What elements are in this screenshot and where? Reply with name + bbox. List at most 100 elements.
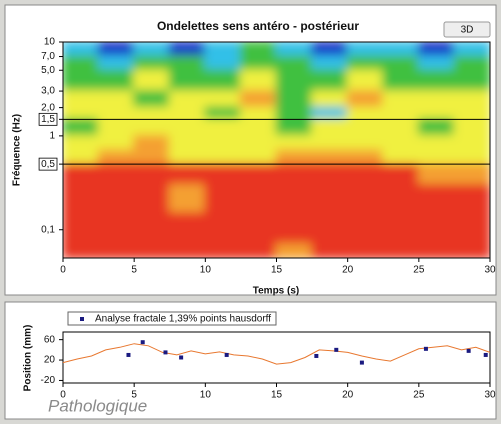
heat-cell xyxy=(311,90,349,109)
heat-cell xyxy=(382,42,420,58)
heat-cell xyxy=(453,118,490,137)
heat-cell xyxy=(417,42,456,58)
heat-cell xyxy=(382,55,420,72)
heat-cell xyxy=(63,42,100,58)
heat-cell xyxy=(346,163,385,186)
heat-cell xyxy=(346,42,385,58)
heat-cell xyxy=(204,163,242,186)
heat-cell xyxy=(133,42,171,58)
heat-cell xyxy=(453,243,490,258)
heat-cell xyxy=(239,55,278,72)
heat-cell xyxy=(133,212,171,246)
heat-cell xyxy=(453,55,490,72)
heat-cell xyxy=(204,69,242,93)
heat-cell xyxy=(275,243,314,258)
button-3d[interactable] xyxy=(443,21,491,38)
heat-cell xyxy=(168,55,207,72)
heat-cell xyxy=(346,212,385,246)
heat-cell xyxy=(453,106,490,121)
heat-cell xyxy=(382,163,420,186)
heat-cell xyxy=(97,149,136,166)
fractal-point xyxy=(140,340,145,345)
heat-cell xyxy=(382,90,420,109)
heat-cell xyxy=(63,134,100,152)
y-tick-label: 60 xyxy=(44,334,56,345)
heat-cell xyxy=(346,106,385,121)
heat-cell xyxy=(239,163,278,186)
legend-label: Analyse fractale 1,39% points hausdorff xyxy=(95,314,271,325)
chart-title: Ondelettes sens antéro - postérieur xyxy=(157,19,359,33)
heat-cell xyxy=(311,183,349,215)
heat-cell xyxy=(346,55,385,72)
heat-cell xyxy=(97,134,136,152)
heat-cell xyxy=(168,118,207,137)
heat-cell xyxy=(275,134,314,152)
heat-cell xyxy=(311,149,349,166)
heat-cell xyxy=(382,134,420,152)
heat-cell xyxy=(97,69,136,93)
y-tick-label: 5,0 xyxy=(41,65,55,76)
x-tick-label: 20 xyxy=(342,265,354,276)
x-tick-label: 10 xyxy=(200,265,212,276)
heat-cell xyxy=(453,212,490,246)
heat-cell xyxy=(133,183,171,215)
heat-cell xyxy=(63,55,100,72)
heat-cell xyxy=(168,212,207,246)
x-tick-label: 25 xyxy=(413,390,425,401)
heat-cell xyxy=(239,149,278,166)
heat-cell xyxy=(346,134,385,152)
heat-cell xyxy=(97,42,136,58)
heat-cell xyxy=(168,134,207,152)
button-label[interactable]: 3D xyxy=(461,25,474,36)
x-tick-label: 20 xyxy=(342,390,354,401)
heat-cell xyxy=(382,106,420,121)
heat-cell xyxy=(239,106,278,121)
heat-cell xyxy=(417,183,456,215)
heat-cell xyxy=(417,212,456,246)
heat-cell xyxy=(239,134,278,152)
heat-cell xyxy=(168,243,207,258)
heat-cell xyxy=(204,243,242,258)
heat-cell xyxy=(417,55,456,72)
heat-cell xyxy=(417,90,456,109)
heat-cell xyxy=(97,243,136,258)
heat-cell xyxy=(63,90,100,109)
heat-cell xyxy=(239,42,278,58)
heat-cell xyxy=(239,69,278,93)
heat-cell xyxy=(311,118,349,137)
heat-cell xyxy=(97,183,136,215)
heat-cell xyxy=(133,163,171,186)
heat-cell xyxy=(275,118,314,137)
heat-cell xyxy=(275,69,314,93)
heat-cell xyxy=(133,149,171,166)
heat-cell xyxy=(453,69,490,93)
heat-cell xyxy=(417,149,456,166)
fractal-point xyxy=(163,350,168,355)
heat-cell xyxy=(417,118,456,137)
heat-cell xyxy=(204,212,242,246)
x-tick-label: 5 xyxy=(131,390,137,401)
heat-cell xyxy=(311,55,349,72)
heat-cell xyxy=(63,183,100,215)
fractal-point xyxy=(126,352,131,357)
heat-cell xyxy=(346,69,385,93)
heat-cell xyxy=(311,134,349,152)
plot-border xyxy=(62,331,491,384)
heat-cell xyxy=(417,134,456,152)
y-tick-label: 2,0 xyxy=(41,102,55,113)
y-tick-label: 0,5 xyxy=(41,159,55,170)
heat-cell xyxy=(311,42,349,58)
y-tick-label: 0,1 xyxy=(41,224,55,235)
heat-cell xyxy=(204,55,242,72)
heat-cell xyxy=(97,55,136,72)
heat-cell xyxy=(97,118,136,137)
heat-cell xyxy=(239,183,278,215)
heat-cell xyxy=(382,118,420,137)
legend xyxy=(67,311,277,326)
heat-cell xyxy=(204,90,242,109)
tick-box xyxy=(38,157,58,171)
heat-cell xyxy=(346,243,385,258)
heat-cell xyxy=(168,183,207,215)
heat-cell xyxy=(417,243,456,258)
heat-cell xyxy=(275,183,314,215)
